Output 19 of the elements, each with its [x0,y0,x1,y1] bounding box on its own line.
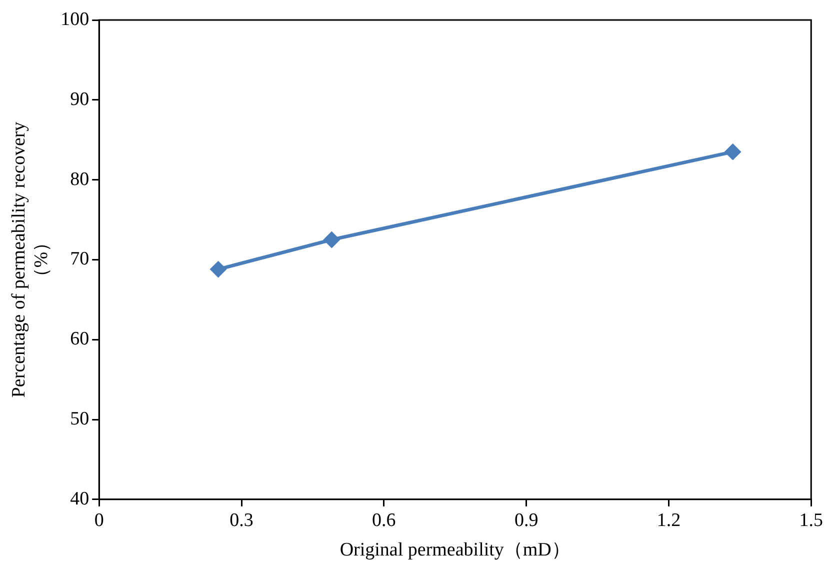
x-tick-label: 0.9 [514,510,538,531]
y-tick-label: 70 [70,248,90,270]
point [210,262,226,278]
y-tick-label: 90 [70,88,90,110]
text: （%） [31,232,52,287]
x-axis-title: Original permeability（mD） [340,540,570,561]
point [324,232,340,248]
x-tick-label: 0 [94,510,104,531]
y-tick-label: 50 [70,408,90,430]
x-tick-label: 1.2 [656,510,681,531]
y-tick-label: 100 [60,8,90,30]
y-tick-label: 40 [70,488,90,510]
text: Percentage of permeability recovery [8,122,30,398]
point [725,144,741,160]
x-tick-label: 0.6 [372,510,396,531]
y-tick-label: 60 [70,328,90,350]
y-tick-label: 80 [70,168,90,190]
x-tick-label: 1.5 [799,510,823,531]
x-tick-label: 0.3 [230,510,254,531]
